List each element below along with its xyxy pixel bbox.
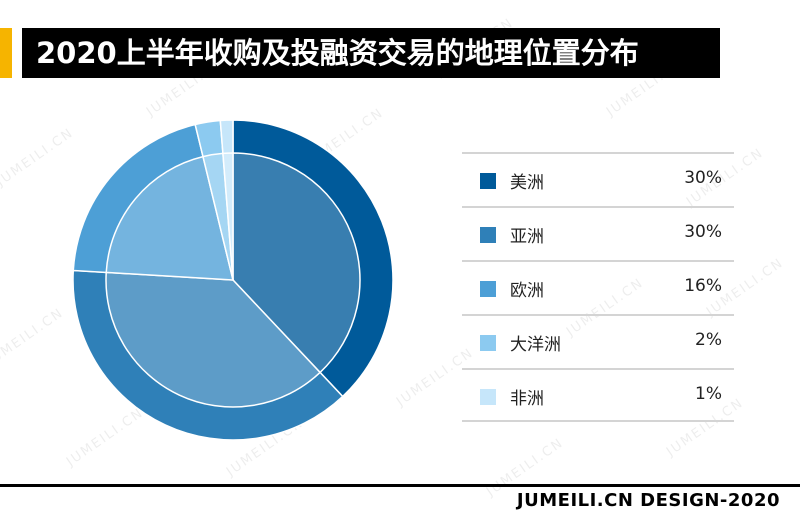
title-accent-bar	[0, 28, 12, 78]
pie-chart	[72, 119, 394, 441]
footer-credit: JUMEILI.CN DESIGN-2020	[516, 490, 780, 511]
legend-label: 大洋洲	[510, 335, 561, 355]
legend-value: 16%	[684, 276, 722, 296]
legend-value: 30%	[684, 168, 722, 188]
page-title: 2020上半年收购及投融资交易的地理位置分布	[22, 28, 720, 78]
pie-slice-inner	[105, 271, 322, 408]
page-title-text: 2020上半年收购及投融资交易的地理位置分布	[36, 36, 639, 70]
legend-label: 美洲	[510, 173, 544, 193]
legend-swatch	[480, 227, 496, 243]
legend-label: 非洲	[510, 389, 544, 409]
footer-divider	[0, 484, 800, 487]
legend-row: 美洲 30%	[462, 152, 734, 206]
pie-slice-inner	[222, 152, 234, 281]
legend-row: 非洲 1%	[462, 368, 734, 422]
legend-swatch	[480, 281, 496, 297]
watermark-text: JUMEILI.CN	[0, 305, 67, 370]
legend-row: 大洋洲 2%	[462, 314, 734, 368]
legend-swatch	[480, 173, 496, 189]
legend-label: 亚洲	[510, 227, 544, 247]
pie-slice-inner	[105, 155, 234, 281]
chart-legend: 美洲 30% 亚洲 30% 欧洲 16% 大洋洲 2% 非洲 1%	[462, 152, 734, 422]
legend-row: 亚洲 30%	[462, 206, 734, 260]
legend-swatch	[480, 335, 496, 351]
legend-row: 欧洲 16%	[462, 260, 734, 314]
pie-slice-inner	[232, 152, 361, 374]
legend-swatch	[480, 389, 496, 405]
legend-value: 2%	[695, 330, 722, 350]
legend-label: 欧洲	[510, 281, 544, 301]
legend-value: 30%	[684, 222, 722, 242]
legend-value: 1%	[695, 384, 722, 404]
